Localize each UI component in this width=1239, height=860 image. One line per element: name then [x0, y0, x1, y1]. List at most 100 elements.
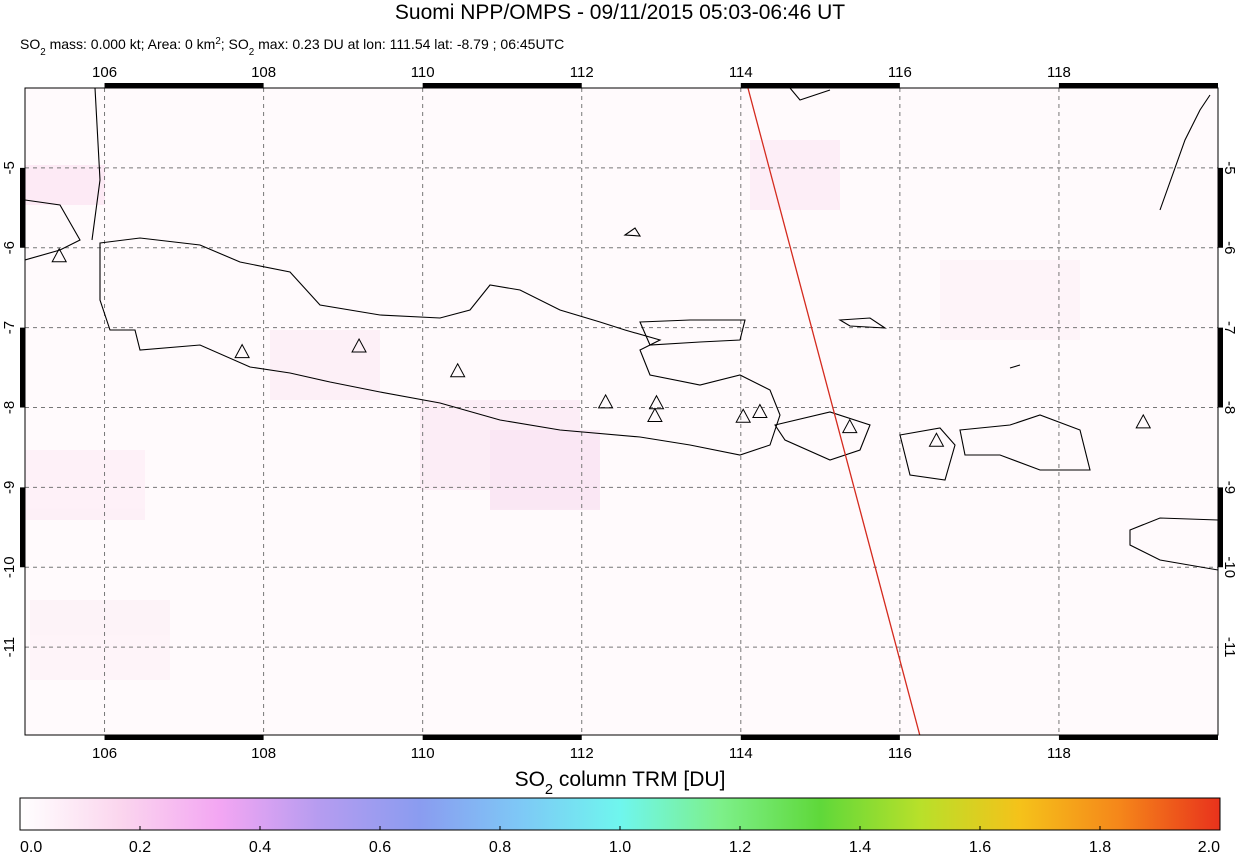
frame-segment	[1058, 735, 1218, 740]
tint	[750, 140, 840, 210]
tint	[270, 330, 380, 400]
lon-tick-label: 112	[570, 745, 594, 762]
frame-segment	[740, 83, 900, 88]
lat-tick-label: -7	[1221, 321, 1238, 334]
frame-segment	[1218, 327, 1223, 408]
colorbar-tick-label: 1.4	[849, 839, 871, 855]
colorbar-tick-label: 1.0	[609, 839, 631, 855]
lat-tick-label: -10	[1, 556, 18, 578]
volcano	[928, 432, 945, 447]
colorbar-tick-label: 2.0	[1198, 839, 1220, 855]
frame-segment	[1218, 167, 1223, 248]
colorbar-tick-label: 1.6	[969, 839, 991, 855]
lon-tick-label: 108	[251, 64, 276, 81]
frame-segment	[422, 83, 582, 88]
volcano	[449, 362, 466, 378]
sumba	[1129, 517, 1218, 571]
borneo	[789, 88, 1211, 211]
volcano	[351, 337, 367, 353]
orbit	[747, 88, 921, 735]
bali	[774, 411, 871, 461]
colorbar-label: SO2 column TRM [DU]	[515, 768, 726, 798]
lat-tick-label: -6	[1, 241, 18, 254]
lat-tick-label: -11	[1221, 637, 1238, 658]
text-part: mass: 0.000 kt; Area: 0 km	[46, 36, 216, 52]
frame-segment	[20, 487, 25, 568]
lon-tick-label: 112	[570, 64, 594, 81]
volcanoes	[51, 247, 1152, 447]
lat-tick-label: -8	[1221, 401, 1238, 414]
coastlines	[25, 88, 1218, 571]
lon-tick-label: 114	[729, 64, 753, 81]
tint	[940, 260, 1080, 340]
sumbawa	[959, 414, 1091, 471]
axis-labels: 106 106 108 108 110 110 112 112 114 114 116 116 118 1…	[1, 64, 1238, 762]
frame-segment	[1218, 487, 1223, 568]
lon-tick-label: 110	[411, 64, 435, 81]
tint	[25, 450, 145, 520]
lat-tick-label: -5	[1221, 161, 1238, 174]
frame-segment	[20, 167, 25, 248]
colorbar-tick-label: 0.0	[20, 839, 42, 855]
frame-segment	[422, 735, 582, 740]
tint	[25, 165, 105, 205]
lat-tick-label: -7	[1, 321, 18, 334]
script: 2	[40, 47, 45, 58]
lon-tick-label: 116	[888, 64, 912, 81]
lat-tick-label: -9	[1221, 481, 1238, 494]
volcano	[597, 393, 614, 409]
lon-tick-label: 116	[888, 745, 912, 762]
colorbar-tick-label: 0.8	[489, 839, 511, 855]
colorbar-ticks: 0.0 0.2 0.4 0.6 0.8 1.0 1.2 1.4 1.6 1.8 2.0	[19, 826, 1221, 856]
tint	[30, 600, 170, 680]
lon-tick-label: 118	[1047, 745, 1071, 762]
volcano	[735, 408, 752, 423]
volcano	[234, 343, 250, 359]
colorbar-tick-label: 1.8	[1089, 839, 1111, 855]
frame-segment	[104, 83, 264, 88]
volcano	[647, 407, 663, 422]
madura	[639, 319, 746, 346]
volcano	[648, 394, 665, 410]
frame-segment	[104, 735, 264, 740]
volcano	[841, 418, 858, 434]
lon-tick-label: 118	[1047, 64, 1071, 81]
frame-segment	[740, 735, 900, 740]
islands	[623, 227, 1021, 369]
volcano	[752, 403, 768, 418]
colorbar-tick-label: 1.2	[729, 839, 751, 855]
frame	[20, 83, 1223, 740]
lat-tick-label: -9	[1, 481, 18, 494]
lon-tick-label: 106	[92, 745, 117, 762]
colorbar-tick-label: 0.2	[129, 839, 151, 855]
lat-tick-label: -11	[1, 637, 18, 658]
lon-tick-label: 114	[729, 745, 753, 762]
frame-segment	[20, 327, 25, 408]
text-part: column TRM [DU]	[553, 768, 725, 791]
frame-segment	[1058, 83, 1218, 88]
lon-tick-label: 106	[92, 64, 117, 81]
volcano	[1135, 413, 1152, 429]
orbit-edge	[747, 88, 921, 735]
tint	[490, 430, 600, 510]
lon-tick-label: 110	[411, 745, 435, 762]
subtitle: SO2 mass: 0.000 kt; Area: 0 km2; SO2 max…	[20, 36, 564, 58]
colorbar-tick-label: 0.4	[249, 839, 271, 855]
map: 106 106 108 108 110 110 112 112 114 114 116 116 118 1…	[1, 64, 1238, 762]
lat-tick-label: -8	[1, 401, 18, 414]
text-part: SO	[515, 768, 545, 791]
text-part: SO	[20, 36, 40, 52]
script: 2	[215, 36, 220, 47]
lon-tick-label: 108	[251, 745, 276, 762]
script: 2	[545, 782, 553, 798]
volcano	[51, 247, 68, 263]
colorbar-tick-label: 0.6	[369, 839, 391, 855]
lat-tick-label: -5	[1, 161, 18, 174]
grid	[25, 88, 1218, 735]
lombok	[899, 427, 956, 481]
text-part: ; SO	[221, 36, 249, 52]
lat-tick-label: -10	[1221, 556, 1238, 578]
lat-tick-label: -6	[1221, 241, 1238, 254]
script: 2	[249, 47, 254, 58]
